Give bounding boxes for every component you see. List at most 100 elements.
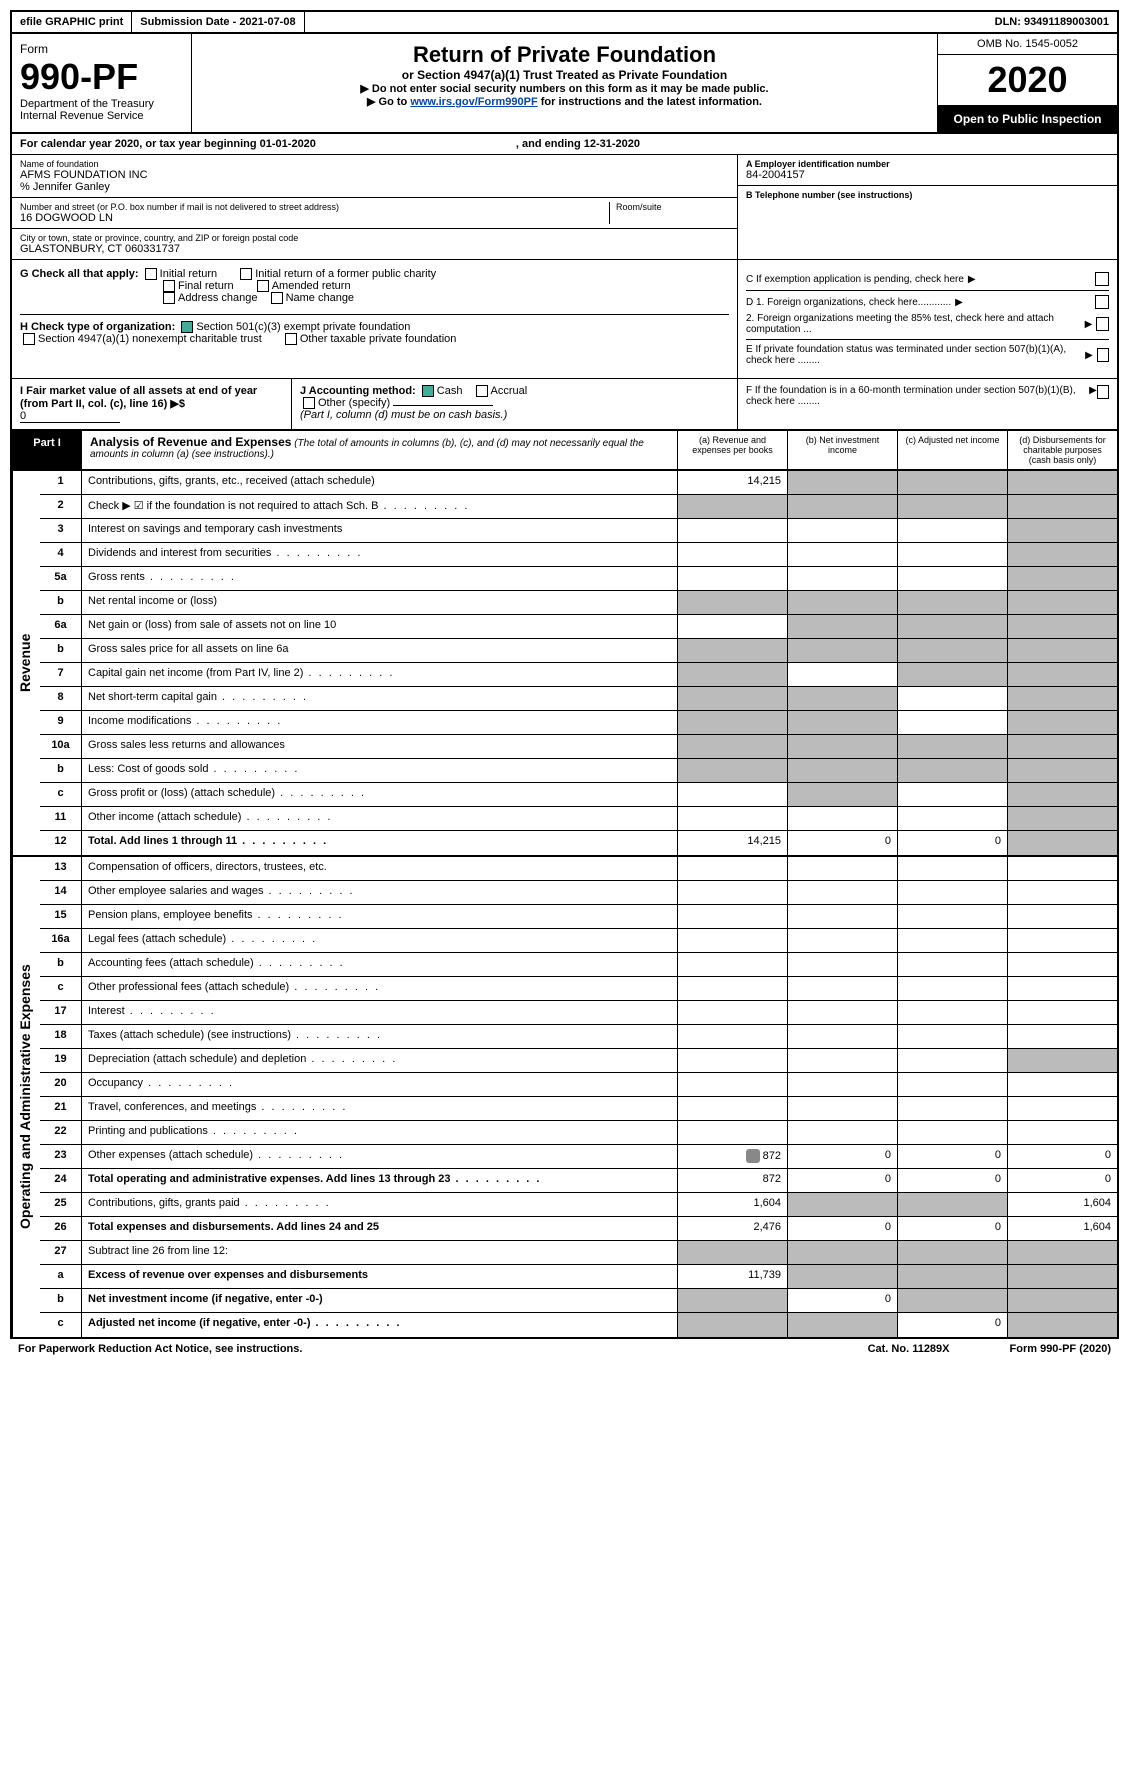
line-number: b [40, 1289, 82, 1312]
line-number: b [40, 759, 82, 782]
table-row: aExcess of revenue over expenses and dis… [40, 1265, 1117, 1289]
col-b-head: (b) Net investment income [787, 431, 897, 469]
e-checkbox[interactable] [1097, 348, 1109, 362]
col-c-value [897, 615, 1007, 638]
col-d-value [1007, 639, 1117, 662]
col-c-head: (c) Adjusted net income [897, 431, 1007, 469]
line-description: Net rental income or (loss) [82, 591, 677, 614]
501c3-checkbox[interactable] [181, 321, 193, 333]
table-row: 12Total. Add lines 1 through 1114,21500 [40, 831, 1117, 855]
col-d-value [1007, 735, 1117, 758]
col-a-value [677, 1289, 787, 1312]
line-description: Check ▶ ☑ if the foundation is not requi… [82, 495, 677, 518]
line-number: 25 [40, 1193, 82, 1216]
col-b-value [787, 953, 897, 976]
cash-checkbox[interactable] [422, 385, 434, 397]
col-b-value [787, 711, 897, 734]
4947-checkbox[interactable] [23, 333, 35, 345]
amended-checkbox[interactable] [257, 280, 269, 292]
table-row: 25Contributions, gifts, grants paid1,604… [40, 1193, 1117, 1217]
col-a-value: 14,215 [677, 831, 787, 855]
line-number: 14 [40, 881, 82, 904]
c-checkbox[interactable] [1095, 272, 1109, 286]
table-row: 24Total operating and administrative exp… [40, 1169, 1117, 1193]
col-b-value [787, 1265, 897, 1288]
col-a-value: 1,604 [677, 1193, 787, 1216]
c-label: C If exemption application is pending, c… [746, 274, 964, 285]
col-c-value [897, 495, 1007, 518]
line-description: Other expenses (attach schedule) [82, 1145, 677, 1168]
col-c-value [897, 1073, 1007, 1096]
col-a-value [677, 905, 787, 928]
other-method-checkbox[interactable] [303, 397, 315, 409]
col-d-value [1007, 759, 1117, 782]
line-number: 6a [40, 615, 82, 638]
tel-label: B Telephone number (see instructions) [746, 190, 1109, 200]
tax-year: 2020 [938, 55, 1117, 106]
name-change-checkbox[interactable] [271, 292, 283, 304]
col-a-value: 2,476 [677, 1217, 787, 1240]
d1-checkbox[interactable] [1095, 295, 1109, 309]
other-taxable-checkbox[interactable] [285, 333, 297, 345]
line-number: 21 [40, 1097, 82, 1120]
table-row: 27Subtract line 26 from line 12: [40, 1241, 1117, 1265]
col-d-value [1007, 881, 1117, 904]
col-d-value: 0 [1007, 1169, 1117, 1192]
col-b-value [787, 929, 897, 952]
col-a-value [677, 759, 787, 782]
col-d-value [1007, 1241, 1117, 1264]
col-c-value [897, 807, 1007, 830]
col-b-value [787, 687, 897, 710]
col-b-value [787, 759, 897, 782]
col-a-value [677, 1025, 787, 1048]
col-d-value [1007, 471, 1117, 494]
table-row: 22Printing and publications [40, 1121, 1117, 1145]
col-b-value [787, 807, 897, 830]
col-b-value: 0 [787, 1145, 897, 1168]
col-c-value [897, 711, 1007, 734]
col-d-value [1007, 543, 1117, 566]
table-row: 23Other expenses (attach schedule) 87200… [40, 1145, 1117, 1169]
accrual-checkbox[interactable] [476, 385, 488, 397]
final-return-checkbox[interactable] [163, 280, 175, 292]
col-d-value [1007, 663, 1117, 686]
col-a-value: 872 [677, 1145, 787, 1168]
initial-return-checkbox[interactable] [145, 268, 157, 280]
d2-checkbox[interactable] [1096, 317, 1109, 331]
col-a-value [677, 639, 787, 662]
e-label: E If private foundation status was termi… [746, 344, 1081, 366]
col-a-value [677, 881, 787, 904]
table-row: 3Interest on savings and temporary cash … [40, 519, 1117, 543]
f-checkbox[interactable] [1097, 385, 1109, 399]
address-change-checkbox[interactable] [163, 292, 175, 304]
ein: 84-2004157 [746, 169, 1109, 181]
col-d-value [1007, 567, 1117, 590]
col-c-value [897, 977, 1007, 1000]
table-row: bGross sales price for all assets on lin… [40, 639, 1117, 663]
col-c-value [897, 471, 1007, 494]
initial-former-checkbox[interactable] [240, 268, 252, 280]
col-c-value [897, 1097, 1007, 1120]
table-row: 21Travel, conferences, and meetings [40, 1097, 1117, 1121]
ij-row: I Fair market value of all assets at end… [10, 379, 1119, 431]
col-c-value [897, 929, 1007, 952]
attachment-icon[interactable] [746, 1149, 760, 1163]
col-b-value [787, 857, 897, 880]
line-number: 23 [40, 1145, 82, 1168]
col-c-value [897, 759, 1007, 782]
f-label: F If the foundation is in a 60-month ter… [746, 385, 1089, 407]
table-row: bAccounting fees (attach schedule) [40, 953, 1117, 977]
table-row: 1Contributions, gifts, grants, etc., rec… [40, 471, 1117, 495]
form990pf-link[interactable]: www.irs.gov/Form990PF [410, 96, 537, 108]
line-description: Contributions, gifts, grants paid [82, 1193, 677, 1216]
line-description: Travel, conferences, and meetings [82, 1097, 677, 1120]
line-description: Interest [82, 1001, 677, 1024]
calendar-year-row: For calendar year 2020, or tax year begi… [10, 134, 1119, 155]
topbar: efile GRAPHIC print Submission Date - 20… [10, 10, 1119, 34]
col-d-value [1007, 929, 1117, 952]
line-description: Legal fees (attach schedule) [82, 929, 677, 952]
col-d-value [1007, 591, 1117, 614]
col-a-value [677, 687, 787, 710]
line-number: 26 [40, 1217, 82, 1240]
table-row: 2Check ▶ ☑ if the foundation is not requ… [40, 495, 1117, 519]
